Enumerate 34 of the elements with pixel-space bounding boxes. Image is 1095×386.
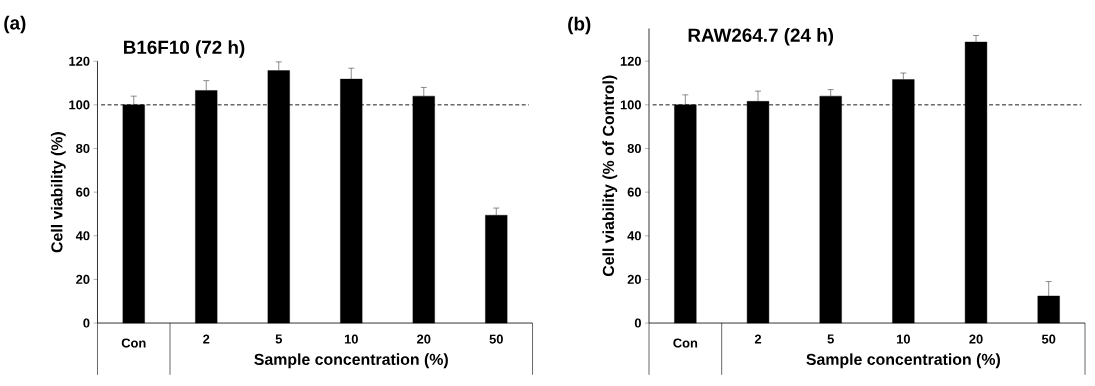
text: (b) [568, 16, 591, 35]
x-tick-label: 20 [417, 334, 431, 344]
chart-title: B16F10 (72 h) [124, 40, 245, 58]
x-tick-label: Con [673, 338, 698, 348]
chart-title: RAW264.7 (24 h) [688, 27, 834, 46]
y-tick-label: 100 [620, 100, 641, 110]
x-tick-label: 10 [344, 334, 358, 344]
y-axis-title: Cell viability (% of Control) [602, 75, 618, 276]
y-tick-label: 100 [69, 100, 90, 110]
x-tick-label: 50 [489, 334, 503, 344]
y-tick-label: 120 [620, 56, 641, 66]
x-tick-label: 10 [896, 334, 910, 344]
x-axis-title: Sample concentration (%) [806, 353, 1000, 369]
text: (a) [4, 15, 26, 34]
x-tick-label: 5 [827, 334, 834, 344]
x-axis-title: Sample concentration (%) [254, 353, 448, 369]
y-tick-label: 20 [76, 274, 90, 284]
x-tick-label: 20 [969, 334, 983, 344]
y-tick-label: 40 [627, 231, 641, 241]
x-tick-label: 50 [1041, 334, 1056, 344]
x-tick-label: 2 [754, 334, 762, 344]
x-tick-label: 5 [275, 334, 282, 344]
y-tick-label: 80 [627, 143, 641, 153]
y-tick-label: 40 [75, 231, 90, 241]
y-tick-label: 60 [76, 187, 90, 197]
y-axis-title: Cell viability (%) [50, 131, 66, 253]
x-tick-label: 2 [203, 334, 210, 344]
y-tick-label: 60 [627, 187, 641, 197]
y-tick-label: 80 [76, 143, 90, 153]
y-tick-label: 120 [69, 56, 90, 66]
y-tick-label: 20 [627, 274, 641, 284]
x-tick-label: Con [121, 338, 146, 348]
y-tick-label: 0 [634, 318, 641, 328]
y-tick-label: 0 [83, 318, 90, 328]
